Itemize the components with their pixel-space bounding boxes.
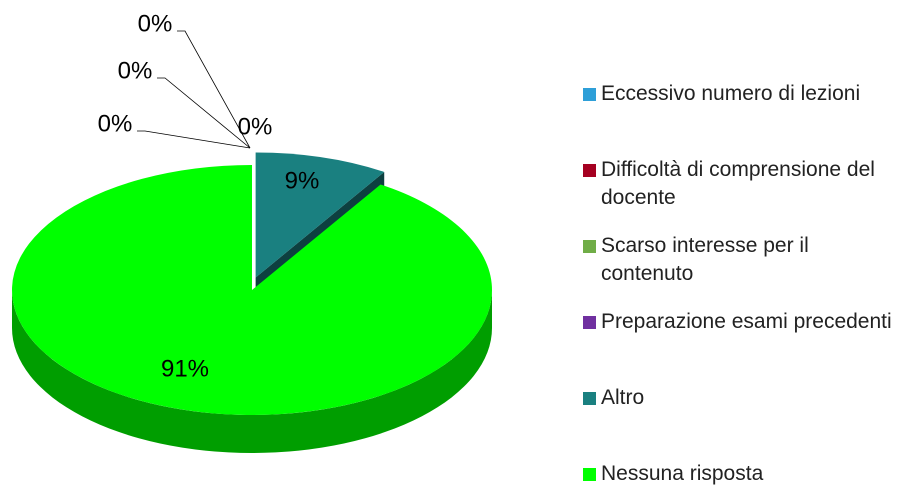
legend-label: Difficoltà di comprensione del docente [601, 158, 875, 209]
legend-item: Nessuna risposta [583, 460, 903, 488]
legend-swatch [583, 468, 596, 481]
legend-swatch [583, 240, 596, 253]
legend-swatch [583, 316, 596, 329]
legend-item: Altro [583, 384, 903, 412]
legend-label: Eccessivo numero di lezioni [601, 82, 861, 105]
data-label: 9% [285, 167, 320, 194]
legend-label: Altro [601, 386, 645, 409]
data-label: 0% [238, 113, 273, 140]
legend-label: Preparazione esami precedenti [601, 310, 892, 333]
data-label: 0% [118, 57, 153, 84]
slice-side [12, 290, 492, 453]
legend-label: Scarso interesse per il contenuto [601, 234, 809, 285]
legend-item: Preparazione esami precedenti [583, 308, 903, 336]
leader-line [177, 30, 251, 149]
data-label: 0% [98, 110, 133, 137]
legend-swatch [583, 392, 596, 405]
legend-item: Difficoltà di comprensione del docente [583, 156, 903, 212]
slice-top [255, 152, 385, 278]
legend-item: Eccessivo numero di lezioni [583, 80, 903, 108]
legend-swatch [583, 164, 596, 177]
legend-swatch [583, 88, 596, 101]
legend-item: Scarso interesse per il contenuto [583, 232, 903, 288]
leader-line [137, 130, 251, 149]
slice-top [11, 165, 492, 416]
leader-line [157, 77, 251, 149]
slice [11, 165, 492, 453]
data-label: 91% [161, 355, 209, 382]
data-label: 0% [138, 10, 173, 37]
legend-label: Nessuna risposta [601, 462, 764, 485]
